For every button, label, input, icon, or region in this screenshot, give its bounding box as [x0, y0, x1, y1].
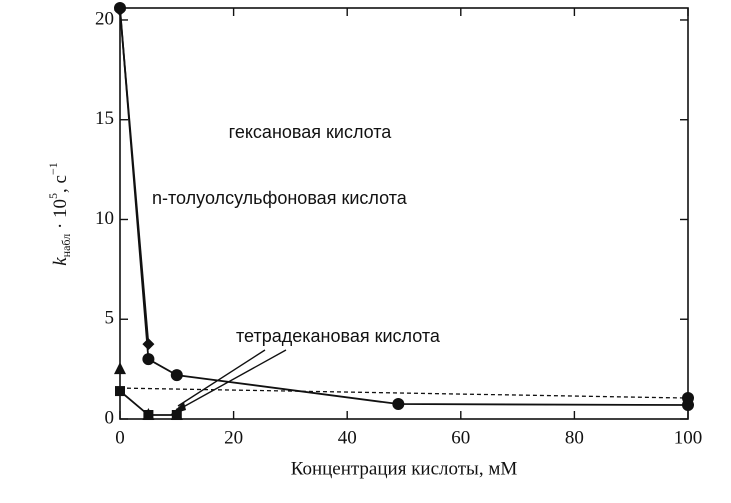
point — [142, 353, 155, 366]
y-tick-label: 20 — [95, 8, 114, 29]
y-tick-label: 10 — [95, 208, 114, 229]
series-line — [119, 387, 689, 399]
point — [115, 386, 125, 397]
arrow — [175, 349, 287, 412]
point — [392, 398, 405, 411]
series-line — [119, 9, 150, 345]
point — [171, 410, 182, 421]
x-tick-label: 20 — [224, 427, 243, 448]
y-label-unit: , с — [50, 175, 71, 193]
y-tick-label: 0 — [105, 407, 115, 428]
y-axis-label: kнабл · 105, с−1 — [46, 162, 73, 266]
y-label-unit-superscript: −1 — [46, 162, 60, 175]
point — [114, 362, 126, 375]
x-tick-label: 60 — [451, 427, 470, 448]
x-tick-label: 40 — [338, 427, 357, 448]
point — [143, 410, 154, 421]
y-label-subscript: набл — [59, 234, 73, 258]
y-label-symbol: k — [50, 257, 71, 266]
plot-frame — [119, 7, 689, 420]
annotation: n-толуолсульфоновая кислота — [152, 188, 408, 208]
point — [682, 392, 694, 405]
y-tick-label: 5 — [105, 308, 115, 329]
annotation: гексановая кислота — [229, 122, 393, 142]
y-tick-label: 15 — [95, 108, 114, 129]
point — [142, 338, 155, 351]
x-tick-label: 0 — [115, 427, 125, 448]
point — [170, 369, 183, 382]
annotation: тетрадекановая кислота — [236, 326, 441, 346]
x-tick-label: 80 — [565, 427, 584, 448]
arrow — [177, 349, 266, 407]
point — [114, 3, 126, 16]
y-label-text: · 10 — [50, 199, 71, 234]
y-label-superscript: 5 — [46, 193, 60, 199]
x-axis-label: Концентрация кислоты, мМ — [291, 458, 518, 479]
x-tick-label: 100 — [674, 427, 703, 448]
